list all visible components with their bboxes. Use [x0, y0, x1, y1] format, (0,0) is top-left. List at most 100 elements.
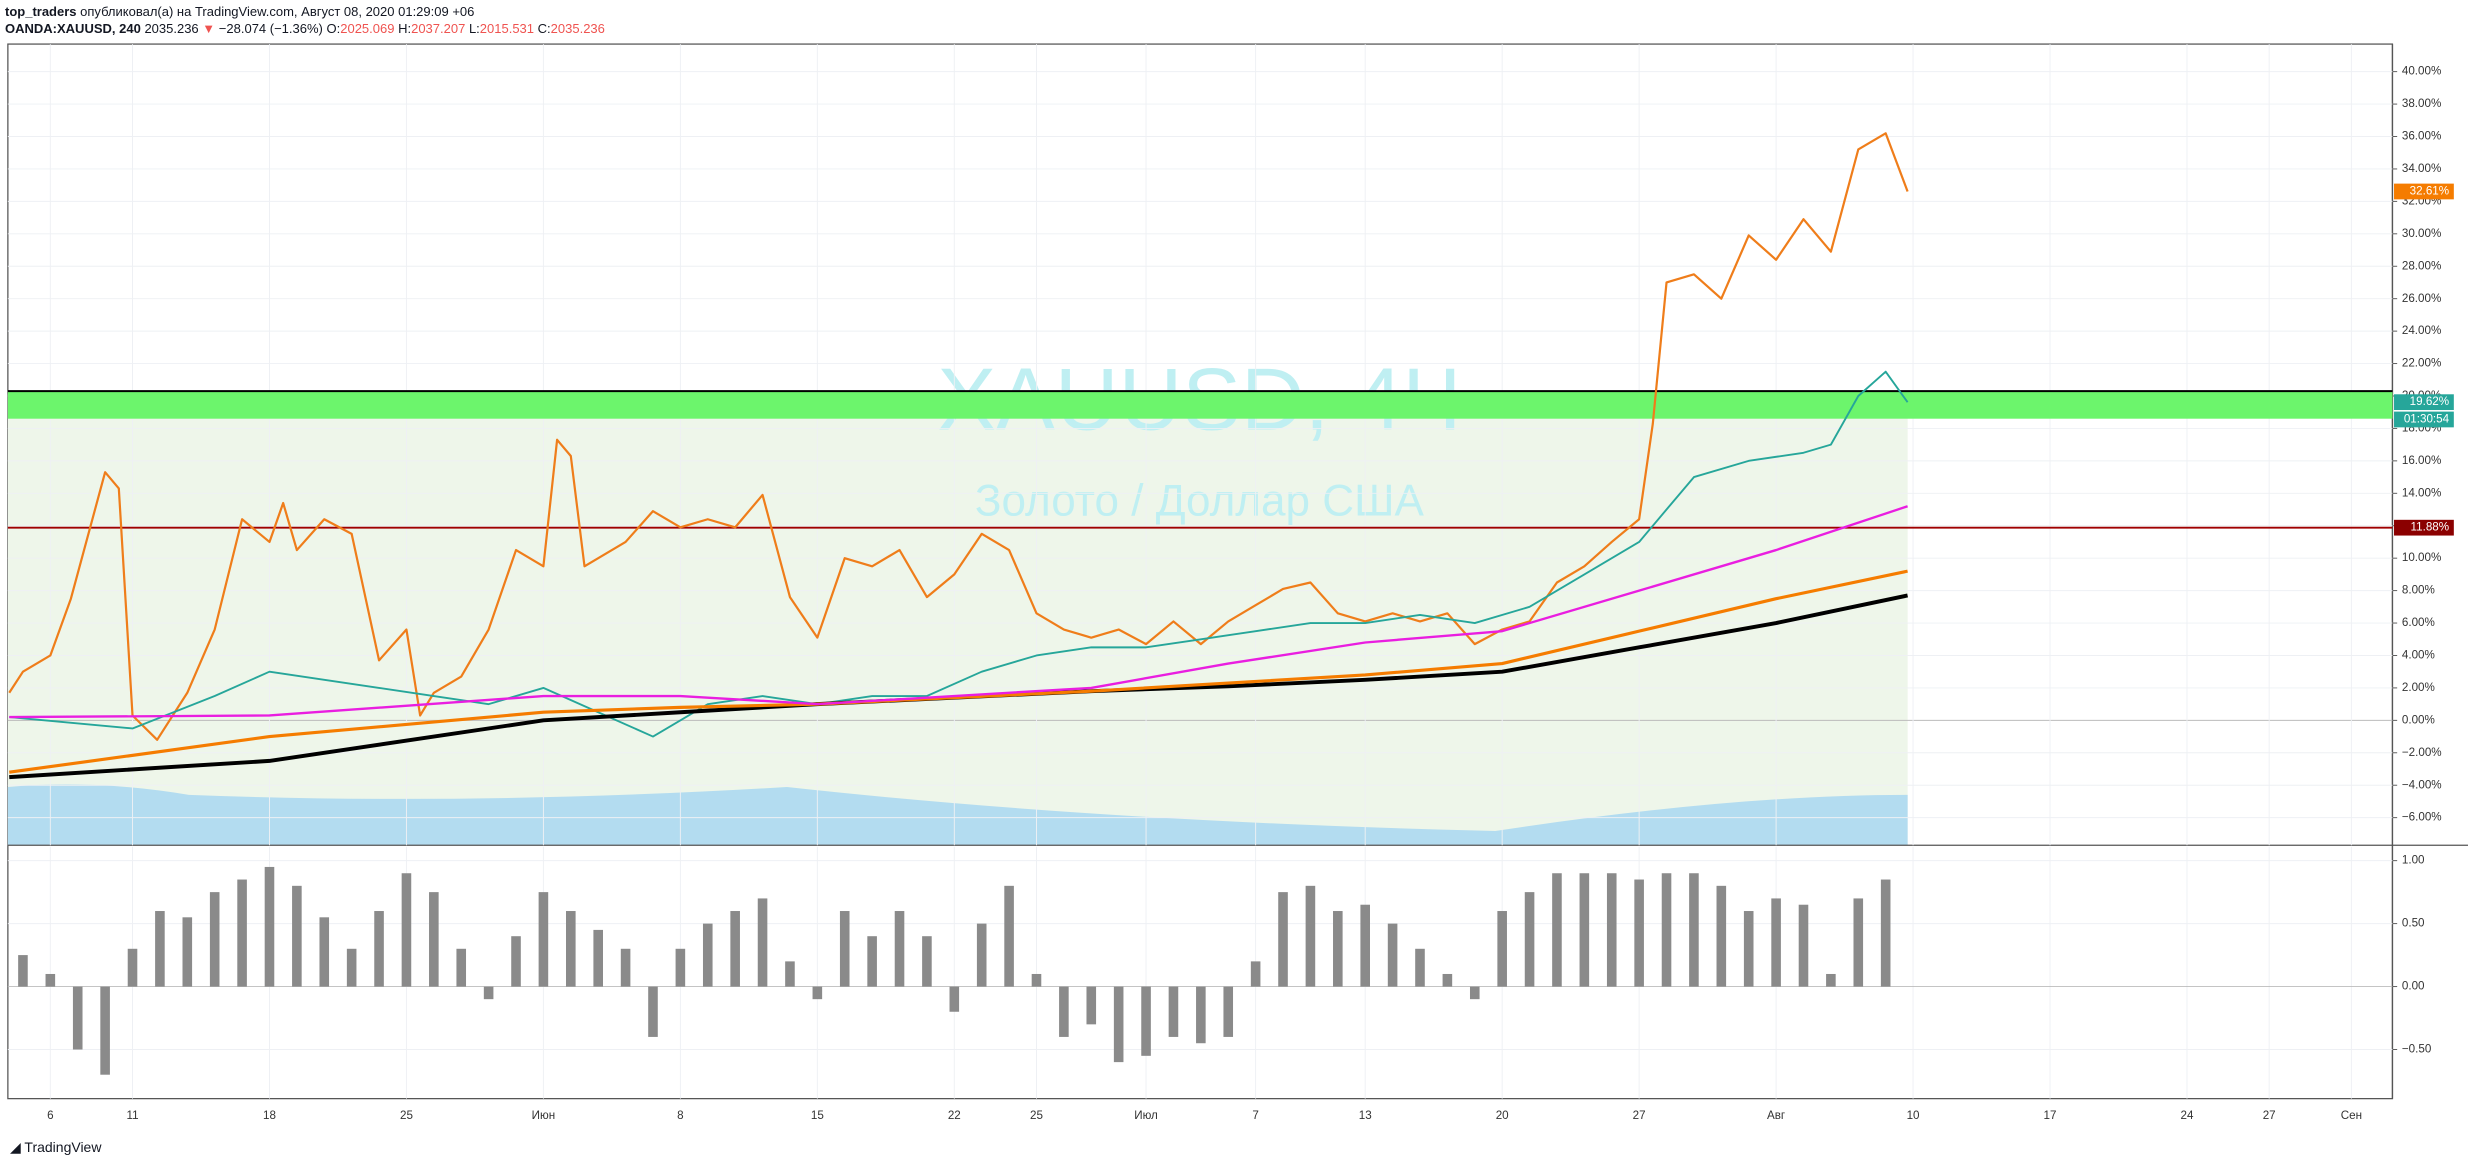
oscillator-bar: [1853, 898, 1864, 987]
y-tick-label: −4.00%: [2402, 778, 2442, 791]
change: −28.074 (−1.36%): [218, 21, 323, 36]
oscillator-bar: [1278, 892, 1288, 987]
oscillator-bar: [155, 911, 165, 987]
series-line: [9, 593, 1908, 780]
x-tick-label: 7: [1252, 1109, 1258, 1122]
oscillator-bar: [1223, 986, 1234, 1037]
oscillator-bar: [374, 911, 384, 987]
arrow: ▼: [202, 21, 216, 36]
price-label: 11.88%: [2411, 521, 2450, 534]
y-tick-label: 10.00%: [2402, 551, 2441, 564]
x-tick-label: 20: [1496, 1109, 1509, 1122]
oscillator-bar: [182, 917, 193, 987]
y-tick-label: −2.00%: [2402, 746, 2442, 759]
series-line: [9, 569, 1908, 774]
oscillator-bar: [1606, 873, 1617, 987]
x-tick-label: 6: [47, 1109, 53, 1122]
oscillator-bar: [100, 986, 110, 1075]
oscillator-bar: [867, 936, 877, 987]
x-tick-label: 24: [2181, 1109, 2194, 1122]
y-tick-label: 8.00%: [2402, 584, 2435, 597]
y-tick-label: 0.00: [2402, 980, 2425, 993]
x-tick-label: 22: [948, 1109, 961, 1122]
c: 2035.236: [550, 21, 605, 36]
y-tick-label: 0.50: [2402, 917, 2425, 930]
x-tick-label: 8: [677, 1109, 683, 1122]
symbol: OANDA:XAUUSD, 240: [5, 21, 141, 36]
series-line: [9, 505, 1908, 719]
oscillator-bar: [1387, 923, 1398, 987]
oscillator-bar: [1360, 904, 1370, 987]
oscillator-bar: [1141, 986, 1151, 1056]
oscillator-bar: [812, 986, 823, 1000]
countdown-box: [2394, 411, 2454, 428]
x-tick-label: 11: [126, 1109, 138, 1122]
oscillator-bar: [1250, 961, 1261, 987]
x-tick-label: Июн: [532, 1109, 556, 1122]
oscillator-bar: [45, 973, 56, 987]
x-tick-label: 25: [1030, 1109, 1043, 1122]
oscillator-bar: [319, 917, 330, 987]
oscillator-bar: [1497, 911, 1507, 987]
x-tick-label: Июл: [1134, 1109, 1158, 1122]
oscillator-bar: [785, 961, 795, 987]
oscillator-bar: [976, 923, 987, 987]
x-tick-label: Сен: [2341, 1109, 2362, 1122]
oscillator-bar: [209, 892, 220, 987]
oscillator-bar: [483, 986, 494, 1000]
c-label: C:: [537, 21, 551, 36]
oscillator-bar: [1552, 873, 1562, 987]
y-tick-label: 28.00%: [2402, 259, 2441, 272]
oscillator-bar: [1880, 879, 1891, 987]
y-tick-label: 1.00: [2402, 854, 2425, 867]
oscillator-bar: [894, 911, 905, 987]
published: опубликовал(а) на TradingView.com, Авгус…: [80, 4, 475, 19]
y-tick-label: 30.00%: [2402, 227, 2441, 240]
price-label: 19.62%: [2410, 395, 2449, 408]
countdown: 01:30:54: [2404, 413, 2450, 426]
oscillator-bar: [593, 929, 603, 987]
x-tick-label: 10: [1907, 1109, 1920, 1122]
oscillator-bar: [292, 885, 302, 987]
oscillator-bar: [648, 986, 658, 1037]
oscillator-bar: [1661, 873, 1672, 987]
oscillator-bar: [1743, 911, 1754, 987]
x-tick-label: 18: [263, 1109, 276, 1122]
x-tick-label: 13: [1359, 1109, 1372, 1122]
oscillator-bar: [1634, 879, 1644, 987]
oscillator-bar: [346, 948, 357, 987]
y-tick-label: 14.00%: [2402, 486, 2441, 499]
oscillator-bar: [72, 986, 83, 1050]
price-label-box: [2394, 394, 2454, 411]
oscillator-bar: [511, 936, 521, 987]
oscillator-bar: [538, 892, 549, 987]
price-label-box: [2394, 519, 2454, 536]
oscillator-bar: [1826, 973, 1836, 987]
oscillator-bar: [1716, 885, 1727, 987]
y-tick-label: 24.00%: [2402, 324, 2441, 337]
y-tick-label: 0.00%: [2402, 713, 2435, 726]
x-tick-label: 27: [1633, 1109, 1646, 1122]
volume-area: [7, 784, 1908, 846]
oscillator-bar: [949, 986, 960, 1012]
header-line: top_traders опубликовал(а) на TradingVie…: [5, 3, 605, 20]
oscillator-bar: [1442, 973, 1453, 987]
oscillator-bar: [237, 879, 247, 987]
price-label-box: [2394, 183, 2454, 200]
oscillator-bar: [620, 948, 631, 987]
x-tick-label: Авг: [1767, 1109, 1785, 1122]
user: top_traders: [5, 4, 77, 19]
oscillator-bar: [566, 911, 576, 987]
zone: [7, 391, 2393, 419]
oscillator-bar: [757, 898, 768, 987]
h: 2037.207: [411, 21, 466, 36]
y-tick-label: 26.00%: [2402, 292, 2441, 305]
oscillator-bar: [922, 936, 932, 987]
watermark-subtitle: Золото / Доллар США: [975, 476, 1425, 525]
oscillator-bar: [1689, 873, 1699, 987]
o-label: O:: [326, 21, 341, 36]
oscillator-bar: [1196, 986, 1206, 1044]
y-tick-label: 6.00%: [2402, 616, 2435, 629]
